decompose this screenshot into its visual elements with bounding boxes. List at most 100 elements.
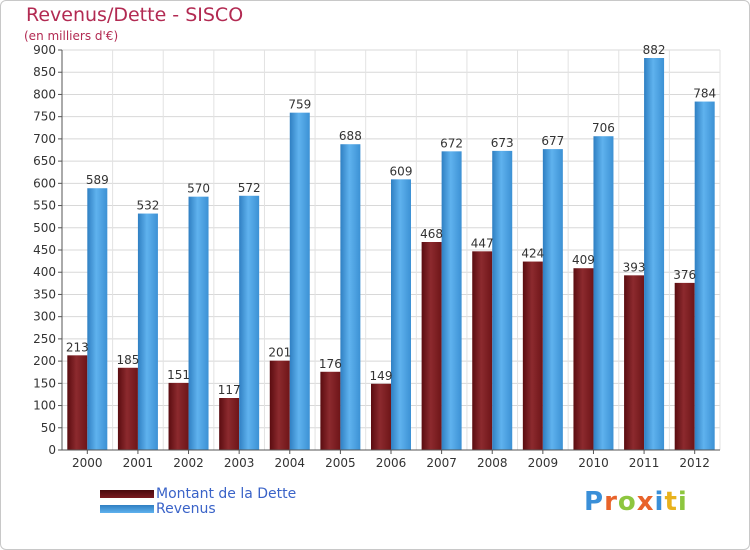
bar-revenus [441,151,462,451]
bar-revenus [644,58,665,450]
x-tick-label: 2010 [578,456,609,470]
data-label-revenus: 589 [86,173,109,187]
y-tick-label: 550 [33,199,56,213]
y-tick-label: 700 [33,132,56,146]
chart-subtitle: (en milliers d'€) [24,29,119,43]
data-label-debt: 185 [116,353,139,367]
y-tick-label: 200 [33,354,56,368]
data-label-revenus: 882 [643,43,666,57]
bar-debt [269,360,290,450]
data-label-debt: 393 [623,260,646,274]
data-label-revenus: 677 [541,134,564,148]
y-tick-label: 300 [33,310,56,324]
bar-revenus [694,101,715,451]
logo-letter: P [584,487,605,517]
data-label-revenus: 532 [136,199,159,213]
legend-label-revenus: Revenus [156,500,216,517]
bar-revenus [340,144,361,450]
x-tick-label: 2001 [123,456,154,470]
logo-letter: i [654,487,665,517]
bar-debt [674,282,695,450]
bar-revenus [289,112,310,451]
logo-letter: t [664,487,678,517]
data-label-revenus: 609 [390,164,413,178]
data-label-revenus: 688 [339,129,362,143]
data-label-revenus: 784 [693,87,716,101]
y-tick-label: 600 [33,176,56,190]
logo-letter: o [617,487,637,517]
data-label-debt: 468 [420,227,443,241]
y-tick-label: 900 [33,43,56,57]
x-tick-label: 2002 [173,456,204,470]
chart-legend: Montant de la Dette Revenus [100,485,297,517]
logo-letter: i [677,487,688,517]
legend-item-revenus: Revenus [100,500,296,517]
y-tick-label: 800 [33,87,56,101]
x-tick-label: 2004 [274,456,305,470]
y-tick-label: 850 [33,65,56,79]
x-tick-label: 2007 [426,456,457,470]
x-tick-label: 2005 [325,456,356,470]
x-tick-label: 2003 [224,456,255,470]
data-label-debt: 151 [167,368,190,382]
x-tick-label: 2000 [72,456,103,470]
legend-swatch-revenus [100,504,154,513]
bar-revenus [87,188,108,450]
bar-debt [371,383,391,450]
bar-revenus [593,136,614,450]
legend-swatch-debt [100,489,154,498]
bar-revenus [137,213,158,450]
y-tick-label: 350 [33,287,56,301]
data-label-revenus: 759 [288,98,311,112]
logo-letter: r [604,487,618,517]
y-tick-label: 100 [33,399,56,413]
bar-debt [67,355,88,450]
bar-debt [472,251,493,450]
bar-debt [624,275,645,450]
x-tick-label: 2008 [477,456,508,470]
y-tick-label: 50 [41,421,56,435]
data-label-revenus: 572 [238,181,261,195]
data-label-revenus: 673 [491,136,514,150]
y-tick-label: 500 [33,221,56,235]
x-tick-label: 2009 [528,456,559,470]
y-tick-label: 450 [33,243,56,257]
chart-title: Revenus/Dette - SISCO [26,4,244,26]
bar-debt [573,268,594,450]
bar-revenus [239,195,260,450]
data-label-debt: 201 [268,346,291,360]
y-tick-label: 750 [33,110,56,124]
bar-revenus [188,196,209,450]
data-label-debt: 213 [66,340,89,354]
bar-revenus [391,179,411,451]
legend-item-debt: Montant de la Dette [100,485,297,502]
data-label-revenus: 706 [592,121,615,135]
x-tick-label: 2011 [629,456,660,470]
y-tick-label: 400 [33,265,56,279]
bar-debt [522,261,543,450]
data-label-debt: 149 [370,369,393,383]
x-tick-label: 2012 [679,456,710,470]
data-label-debt: 376 [673,268,696,282]
data-label-debt: 447 [471,236,494,250]
bar-debt [168,382,189,450]
bar-debt [320,371,341,450]
data-label-revenus: 672 [440,136,463,150]
x-tick-label: 2006 [376,456,407,470]
y-tick-label: 250 [33,332,56,346]
legend-label-debt: Montant de la Dette [156,485,297,502]
logo-letter: x [636,487,655,517]
data-label-revenus: 570 [187,182,210,196]
data-label-debt: 176 [319,357,342,371]
bar-revenus [492,150,513,450]
bar-debt [219,398,240,450]
y-tick-label: 650 [33,154,56,168]
y-tick-label: 150 [33,376,56,390]
bar-debt [421,242,442,450]
data-label-debt: 424 [521,247,544,261]
bar-debt [117,367,138,450]
data-label-debt: 117 [218,383,241,397]
data-label-debt: 409 [572,253,595,267]
